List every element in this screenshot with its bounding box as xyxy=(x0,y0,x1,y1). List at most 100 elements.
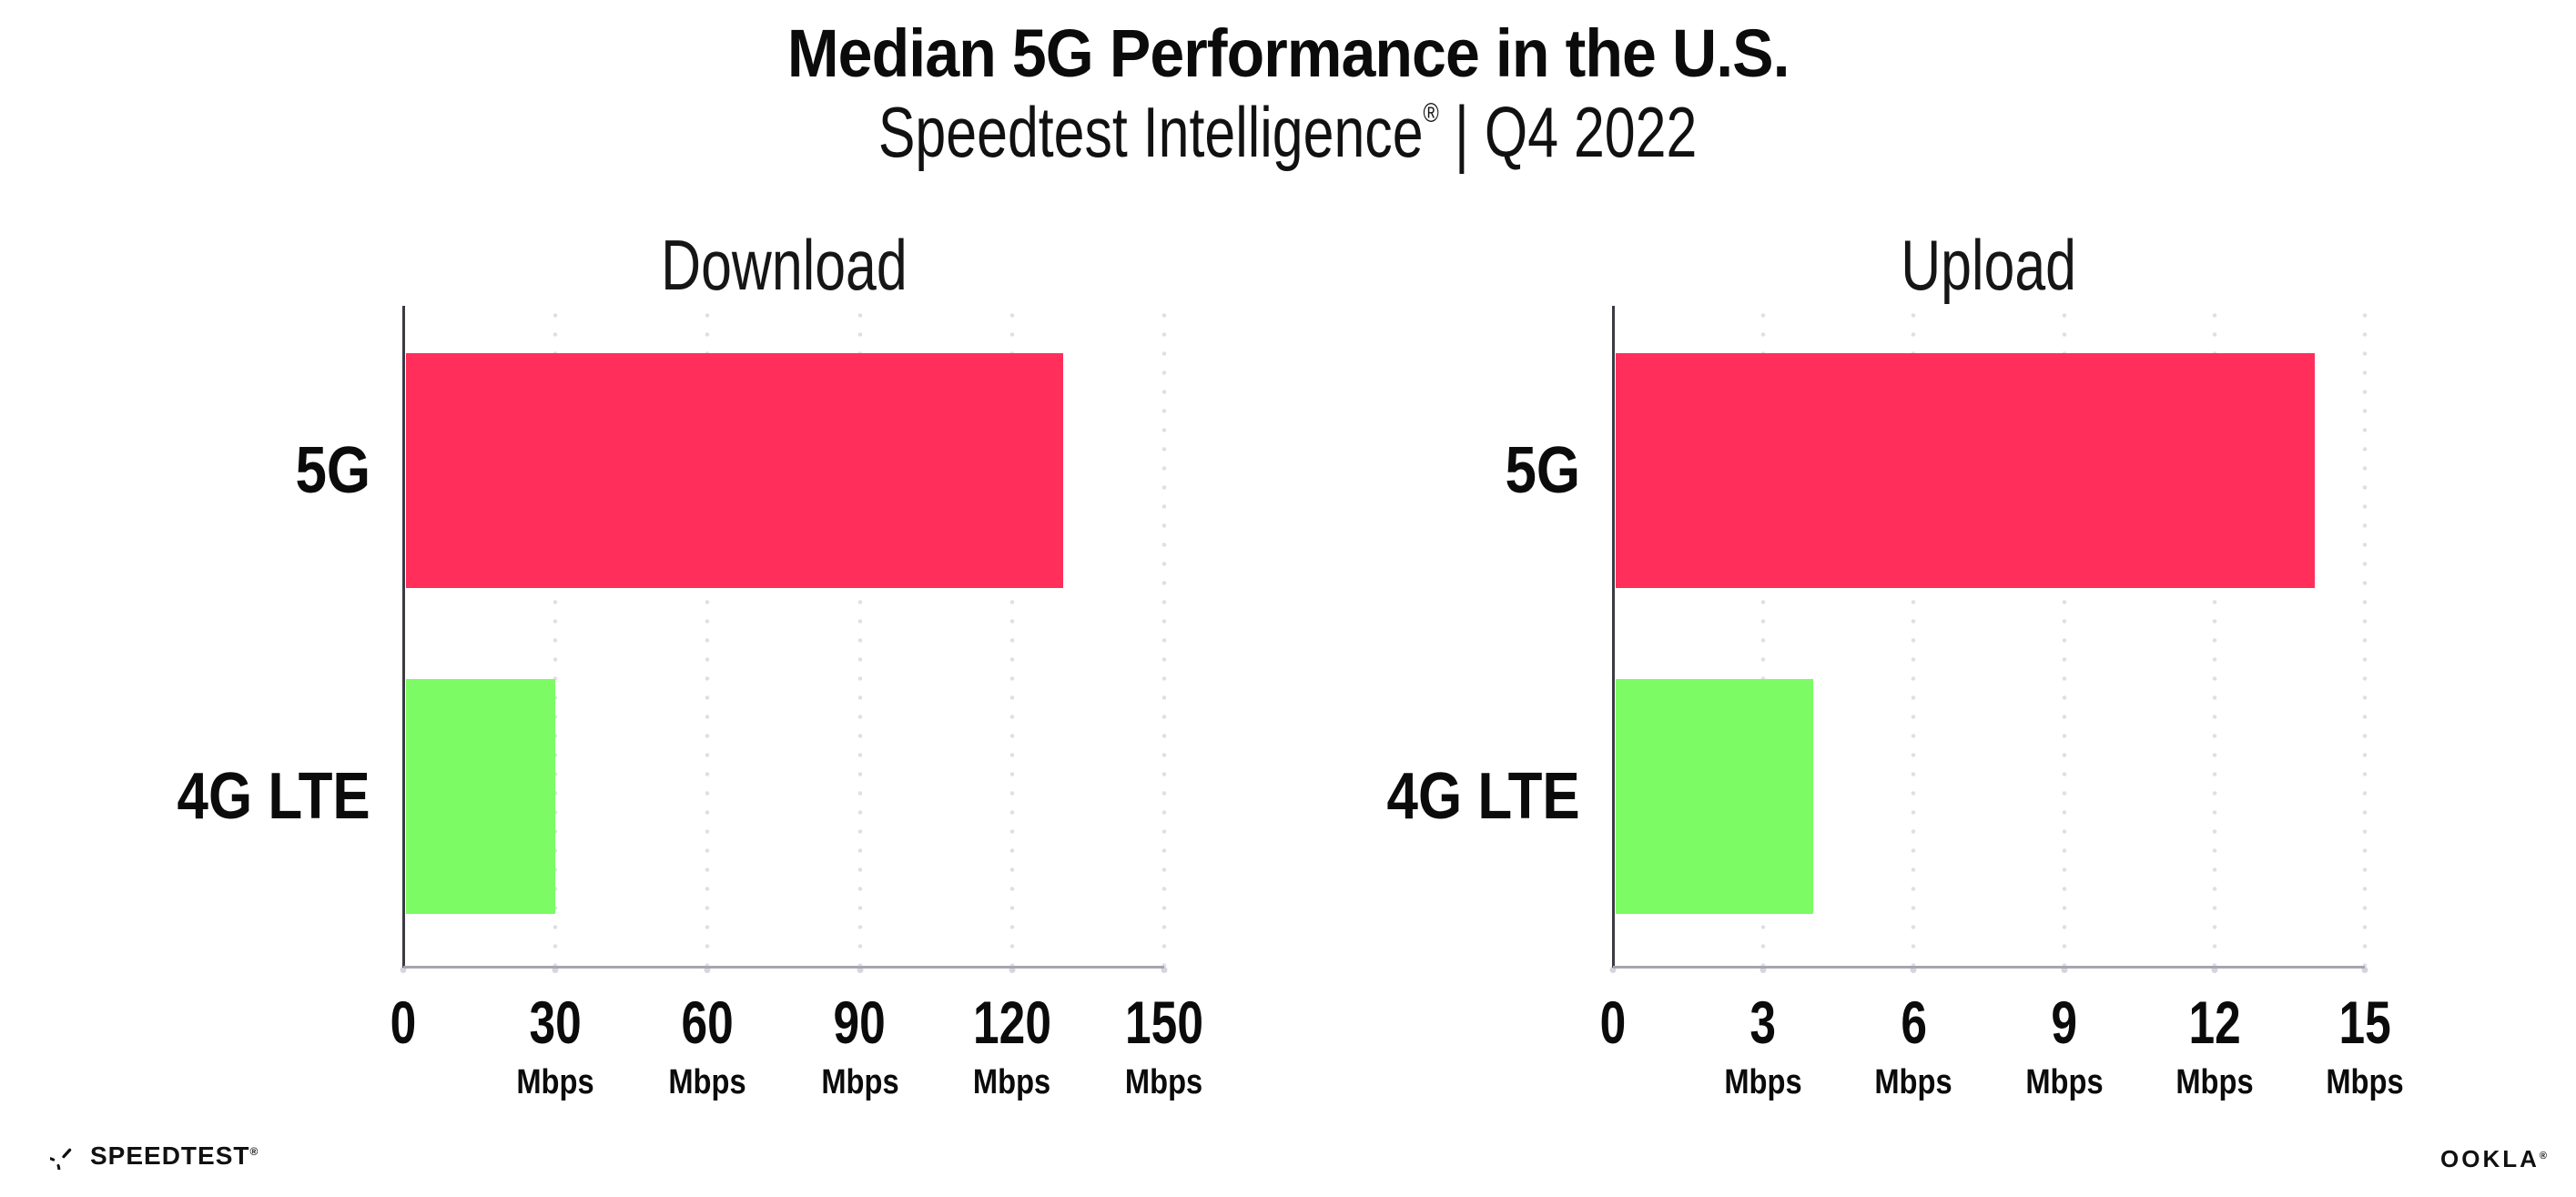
x-tick-unit-text: Mbps xyxy=(973,1063,1051,1101)
x-tick-unit: Mbps xyxy=(2019,1065,2109,1100)
gridline-30 xyxy=(553,306,558,968)
x-tick-unit-text: Mbps xyxy=(668,1063,747,1101)
x-tick-upload-15: 15 Mbps xyxy=(2319,992,2409,1100)
gridline-6 xyxy=(1911,306,1916,968)
category-label-download-5g: 5G xyxy=(3,353,370,588)
category-label-upload-4g-lte: 4G LTE xyxy=(1212,679,1580,914)
gridline-15 xyxy=(2362,306,2368,968)
x-tick-upload-6: 6 Mbps xyxy=(1869,992,1959,1100)
x-tick-value: 150 xyxy=(1114,992,1214,1052)
axis-tick-dot-12 xyxy=(2211,967,2218,973)
bar-upload-4g-lte xyxy=(1616,679,1814,914)
axis-tick-dot-3 xyxy=(1760,967,1767,973)
category-label-text: 5G xyxy=(1505,434,1580,507)
gridline-60 xyxy=(705,306,710,968)
panel-title-text: Upload xyxy=(1901,225,2077,305)
x-tick-value-text: 6 xyxy=(1901,989,1927,1056)
panel-title-text: Download xyxy=(660,225,908,305)
gridline-150 xyxy=(1161,306,1167,968)
panel-title-upload: Upload xyxy=(1613,224,2365,307)
x-axis-upload xyxy=(1613,966,2365,969)
x-tick-download-90: 90 Mbps xyxy=(815,992,905,1100)
x-tick-value: 120 xyxy=(962,992,1062,1052)
speedtest-logo: SPEEDTEST® xyxy=(50,1141,259,1171)
subtitle-brand: Speedtest Intelligence xyxy=(878,92,1424,172)
gridline-120 xyxy=(1009,306,1015,968)
registered-mark-icon: ® xyxy=(1423,98,1440,128)
x-tick-value: 0 xyxy=(387,992,421,1052)
ookla-label: OOKLA xyxy=(2440,1145,2540,1172)
x-tick-value-text: 60 xyxy=(681,989,735,1056)
x-tick-value-text: 3 xyxy=(1749,989,1777,1056)
axis-tick-dot-0 xyxy=(400,967,407,973)
x-tick-upload-9: 9 Mbps xyxy=(2019,992,2109,1100)
x-tick-value: 12 xyxy=(2169,992,2259,1052)
x-tick-unit-text: Mbps xyxy=(2024,1063,2104,1101)
axis-tick-dot-15 xyxy=(2361,967,2368,973)
page-subtitle: Speedtest Intelligence® | Q4 2022 xyxy=(0,89,2576,175)
category-label-upload-5g: 5G xyxy=(1212,353,1580,588)
x-tick-value-text: 0 xyxy=(1599,989,1627,1056)
x-tick-unit-text: Mbps xyxy=(1724,1063,1802,1101)
axis-tick-dot-60 xyxy=(704,967,711,973)
x-tick-unit-text: Mbps xyxy=(820,1063,899,1101)
x-tick-value: 15 xyxy=(2319,992,2409,1052)
x-tick-value-text: 90 xyxy=(833,989,887,1056)
x-axis-download xyxy=(403,966,1164,969)
speedtest-registered-icon: ® xyxy=(249,1145,259,1158)
axis-tick-dot-0 xyxy=(1609,967,1617,973)
x-tick-value-text: 120 xyxy=(972,989,1051,1056)
axis-tick-dot-90 xyxy=(857,967,864,973)
x-tick-value-text: 30 xyxy=(529,989,582,1056)
y-axis-download xyxy=(402,306,405,968)
x-tick-unit: Mbps xyxy=(962,1065,1062,1100)
x-tick-value-text: 12 xyxy=(2188,989,2241,1056)
x-tick-unit: Mbps xyxy=(663,1065,753,1100)
ookla-registered-icon: ® xyxy=(2539,1151,2547,1161)
subtitle-separator: | xyxy=(1455,89,1470,175)
x-tick-value: 30 xyxy=(511,992,601,1052)
axis-tick-dot-9 xyxy=(2061,967,2068,973)
ookla-logo: OOKLA® xyxy=(2440,1145,2547,1173)
category-label-text: 4G LTE xyxy=(177,760,370,833)
page-title-text: Median 5G Performance in the U.S. xyxy=(786,15,1790,91)
speedtest-wordmark: SPEEDTEST® xyxy=(90,1141,259,1171)
axis-tick-dot-150 xyxy=(1161,967,1168,973)
gridline-9 xyxy=(2062,306,2067,968)
x-tick-download-0: 0 xyxy=(387,992,421,1052)
x-tick-unit-text: Mbps xyxy=(1874,1063,1953,1101)
x-tick-unit-text: Mbps xyxy=(516,1063,594,1101)
subtitle-period: Q4 2022 xyxy=(1485,92,1698,172)
x-tick-value: 90 xyxy=(815,992,905,1052)
x-tick-value-text: 150 xyxy=(1125,989,1203,1056)
x-tick-unit-text: Mbps xyxy=(1125,1063,1203,1101)
category-label-download-4g-lte: 4G LTE xyxy=(3,679,370,914)
axis-tick-dot-30 xyxy=(552,967,559,973)
axis-tick-dot-120 xyxy=(1009,967,1016,973)
x-tick-download-30: 30 Mbps xyxy=(511,992,601,1100)
speedtest-gauge-icon xyxy=(50,1148,72,1170)
axis-tick-dot-6 xyxy=(1910,967,1917,973)
page-subtitle-text: Speedtest Intelligence® | Q4 2022 xyxy=(878,89,1698,175)
x-tick-upload-0: 0 xyxy=(1597,992,1630,1052)
x-tick-value-text: 0 xyxy=(390,989,417,1056)
x-tick-download-60: 60 Mbps xyxy=(663,992,753,1100)
gridline-12 xyxy=(2212,306,2217,968)
x-tick-value: 3 xyxy=(1719,992,1809,1052)
bar-download-4g-lte xyxy=(406,679,556,914)
gridline-3 xyxy=(1760,306,1766,968)
bar-upload-5g xyxy=(1616,353,2315,588)
x-tick-unit: Mbps xyxy=(1114,1065,1214,1100)
x-tick-unit: Mbps xyxy=(511,1065,601,1100)
page-title: Median 5G Performance in the U.S. xyxy=(0,15,2576,92)
x-tick-unit: Mbps xyxy=(2169,1065,2259,1100)
x-tick-upload-12: 12 Mbps xyxy=(2169,992,2259,1100)
panel-title-download: Download xyxy=(403,224,1164,307)
x-tick-unit-text: Mbps xyxy=(2326,1063,2404,1101)
x-tick-value: 0 xyxy=(1597,992,1630,1052)
x-tick-upload-3: 3 Mbps xyxy=(1719,992,1809,1100)
plot-download xyxy=(400,306,1168,973)
x-tick-value: 9 xyxy=(2019,992,2109,1052)
x-tick-unit: Mbps xyxy=(1869,1065,1959,1100)
